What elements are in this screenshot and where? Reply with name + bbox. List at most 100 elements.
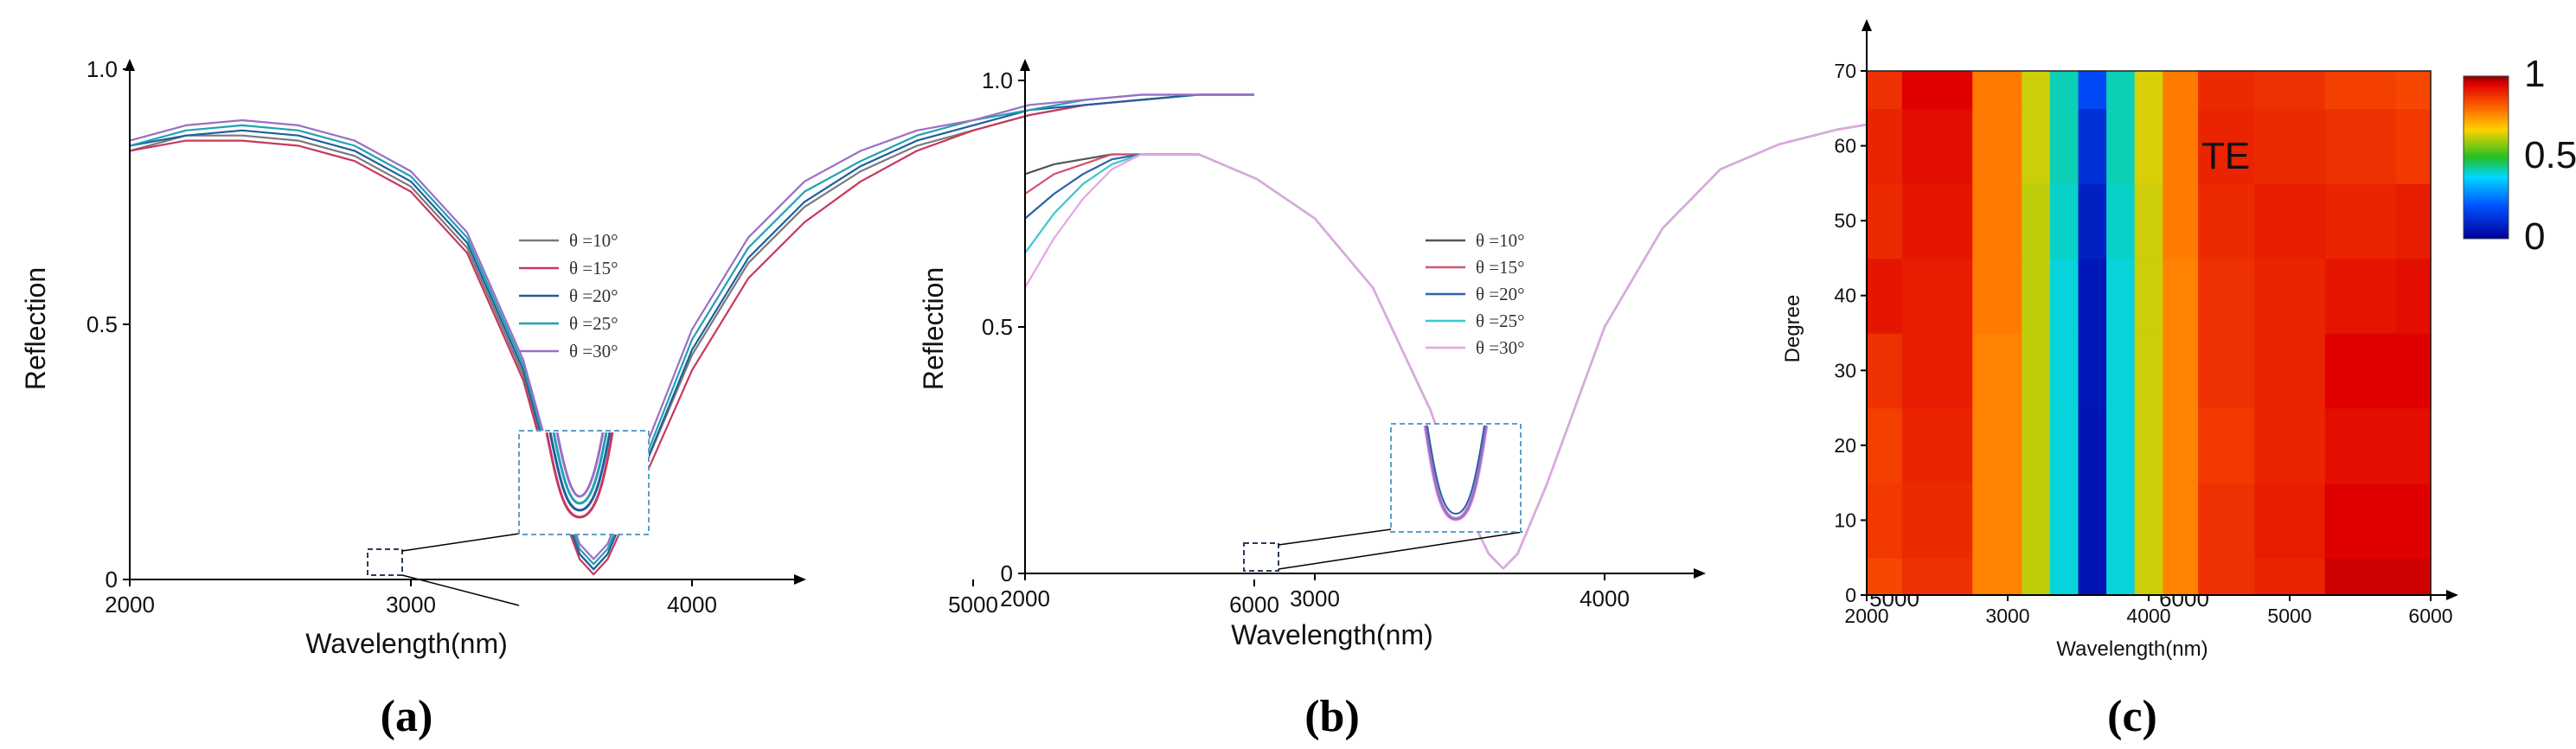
panel-b-y-tick-label: 1.0 xyxy=(982,67,1013,93)
panel-c-heatmap-cell xyxy=(2022,258,2051,334)
panel-c-heatmap-cell xyxy=(2324,182,2397,259)
panel-c-heatmap-cell xyxy=(1901,108,1974,184)
panel-a-legend-label-5: θ =30° xyxy=(569,341,618,362)
panel-b-zoom-connector-top xyxy=(1278,528,1392,546)
panel-c-heatmap-cell xyxy=(2163,182,2199,259)
panel-c-heatmap-cell xyxy=(2198,108,2256,184)
panel-c-heatmap-cell xyxy=(2198,71,2256,110)
panel-b-zoom-inset xyxy=(1390,423,1522,533)
panel-c-heatmap-cell xyxy=(2049,333,2079,409)
panel-c-heatmap-cell xyxy=(2078,258,2107,334)
panel-c-heatmap-cell xyxy=(2254,182,2326,259)
panel-c-heatmap-cell xyxy=(2049,407,2079,483)
panel-a-y-arrow xyxy=(125,59,135,71)
panel-b-legend-label-5: θ =30° xyxy=(1476,337,1525,358)
panel-c-y-tick-label: 40 xyxy=(1834,285,1856,307)
panel-b-y-tick-label: 0.5 xyxy=(982,314,1013,340)
panel-c-heatmap-cell xyxy=(2049,182,2079,259)
panel-c-heatmap-cell xyxy=(1867,108,1903,184)
panel-c-heatmap-cell xyxy=(1972,182,2023,259)
panel-c-heatmap-cell xyxy=(1972,258,2023,334)
panel-b-y-arrow xyxy=(1020,59,1030,71)
panel-c-heatmap-cell xyxy=(1972,71,2023,110)
panel-b-legend-label-1: θ =10° xyxy=(1476,230,1525,251)
panel-c-heatmap-cell xyxy=(2106,108,2136,184)
panel-c-y-ticks: 0 10 20 30 40 50 60 70 xyxy=(1834,60,1867,606)
panel-c-colorbar-tick-label: 0.5 xyxy=(2524,134,2576,176)
panel-c-heatmap-cell xyxy=(1901,557,1974,596)
panel-c-heatmap-cell xyxy=(2198,182,2256,259)
panel-c-x-tick-label: 2000 xyxy=(1844,605,1888,627)
panel-c-heatmap-cell xyxy=(2049,71,2079,110)
panel-c-heatmap-cell xyxy=(2022,182,2051,259)
panel-c-heatmap xyxy=(1866,70,2432,596)
panel-a-legend: θ =10° θ =15° θ =20° θ =25° θ =30° xyxy=(519,230,618,362)
panel-c-heatmap-cell xyxy=(2395,71,2432,110)
panel-a-label: (a) xyxy=(381,692,433,741)
panel-c-heatmap-cell xyxy=(1867,333,1903,409)
panel-c-heatmap-cell xyxy=(1901,333,1974,409)
panel-c-heatmap-cell xyxy=(2134,557,2164,596)
panel-a-x-ticks: 2000 3000 4000 5000 6000 xyxy=(105,579,1279,618)
panel-c-heatmap-cell xyxy=(2163,407,2199,483)
panel-c-heatmap-cell xyxy=(2198,333,2256,409)
panel-c-heatmap-cell xyxy=(2395,108,2432,184)
panel-c-heatmap-cell xyxy=(1972,407,2023,483)
panel-c-heatmap-cell xyxy=(2395,258,2432,334)
panel-c-x-arrow xyxy=(2446,590,2458,600)
panel-c-heatmap-cell xyxy=(2106,258,2136,334)
panel-b-zoom-box xyxy=(1243,423,1523,572)
panel-c-heatmap-cell xyxy=(1867,557,1903,596)
panel-c-heatmap-cell xyxy=(2078,483,2107,559)
panel-b-legend-label-3: θ =20° xyxy=(1476,284,1525,304)
panel-c-heatmap-cell xyxy=(2022,407,2051,483)
panel-c-heatmap-cell xyxy=(2078,182,2107,259)
panel-c-heatmap-cell xyxy=(2106,182,2136,259)
panel-c-heatmap-cell xyxy=(2049,108,2079,184)
panel-a-inset-curve-4 xyxy=(555,432,605,498)
panel-c-heatmap-cell xyxy=(2049,258,2079,334)
panel-b-zoom-source xyxy=(1243,542,1279,572)
panel-c-y-tick-label: 60 xyxy=(1834,135,1856,157)
panel-c-heatmap-cell xyxy=(2163,333,2199,409)
panel-c-heatmap-cell xyxy=(1972,483,2023,559)
panel-c-heatmap-cell xyxy=(2022,557,2051,596)
panel-c-heatmap-cell xyxy=(1901,182,1974,259)
panel-c-heatmap-cell xyxy=(1867,182,1903,259)
panel-b-x-label: Wavelength(nm) xyxy=(1231,619,1433,650)
panel-c-heatmap-cell xyxy=(2395,557,2432,596)
panel-a-legend-label-2: θ =15° xyxy=(569,258,618,278)
panel-c-heatmap-cell xyxy=(2395,407,2432,483)
panel-c-heatmap-cell xyxy=(2078,407,2107,483)
panel-c-heatmap-cell xyxy=(2324,557,2397,596)
panel-c-heatmap-cell xyxy=(2198,557,2256,596)
panel-c-heatmap-cell xyxy=(2198,407,2256,483)
panel-b-x-arrow xyxy=(1694,568,1706,579)
panel-c-heatmap-cell xyxy=(2078,333,2107,409)
panel-c-heatmap-cell xyxy=(2395,182,2432,259)
panel-a-zoom-connector-bottom xyxy=(401,574,520,606)
panel-c-heatmap-cell xyxy=(2324,483,2397,559)
panel-c-y-tick-label: 0 xyxy=(1845,584,1856,606)
panel-c-heatmap-cell xyxy=(2134,333,2164,409)
panel-c-heatmap-cell xyxy=(2106,333,2136,409)
panel-c-heatmap-cell xyxy=(2078,557,2107,596)
panel-a-x-tick-label: 4000 xyxy=(667,592,717,618)
panel-c-heatmap-cell xyxy=(2134,71,2164,110)
panel-c-heatmap-cell xyxy=(1972,557,2023,596)
panel-c-heatmap-cell xyxy=(2198,483,2256,559)
panel-c-heatmap-cell xyxy=(2134,108,2164,184)
panel-b-inset-curve-2 xyxy=(1424,425,1488,521)
panel-c-te-annotation: TE xyxy=(2201,135,2250,177)
panel-a-y-ticks: 0 0.5 1.0 xyxy=(87,56,130,592)
panel-c-heatmap-cell xyxy=(2134,182,2164,259)
panel-c-y-tick-label: 10 xyxy=(1834,509,1856,531)
panel-c-heatmap-cell xyxy=(2324,108,2397,184)
panel-c-x-label: Wavelength(nm) xyxy=(2056,637,2208,661)
panel-a-y-tick-label: 1.0 xyxy=(87,56,118,82)
panel-a-zoom-connector-top xyxy=(401,533,520,552)
panel-a-legend-label-3: θ =20° xyxy=(569,285,618,306)
panel-a-x-tick-label: 2000 xyxy=(105,592,155,618)
